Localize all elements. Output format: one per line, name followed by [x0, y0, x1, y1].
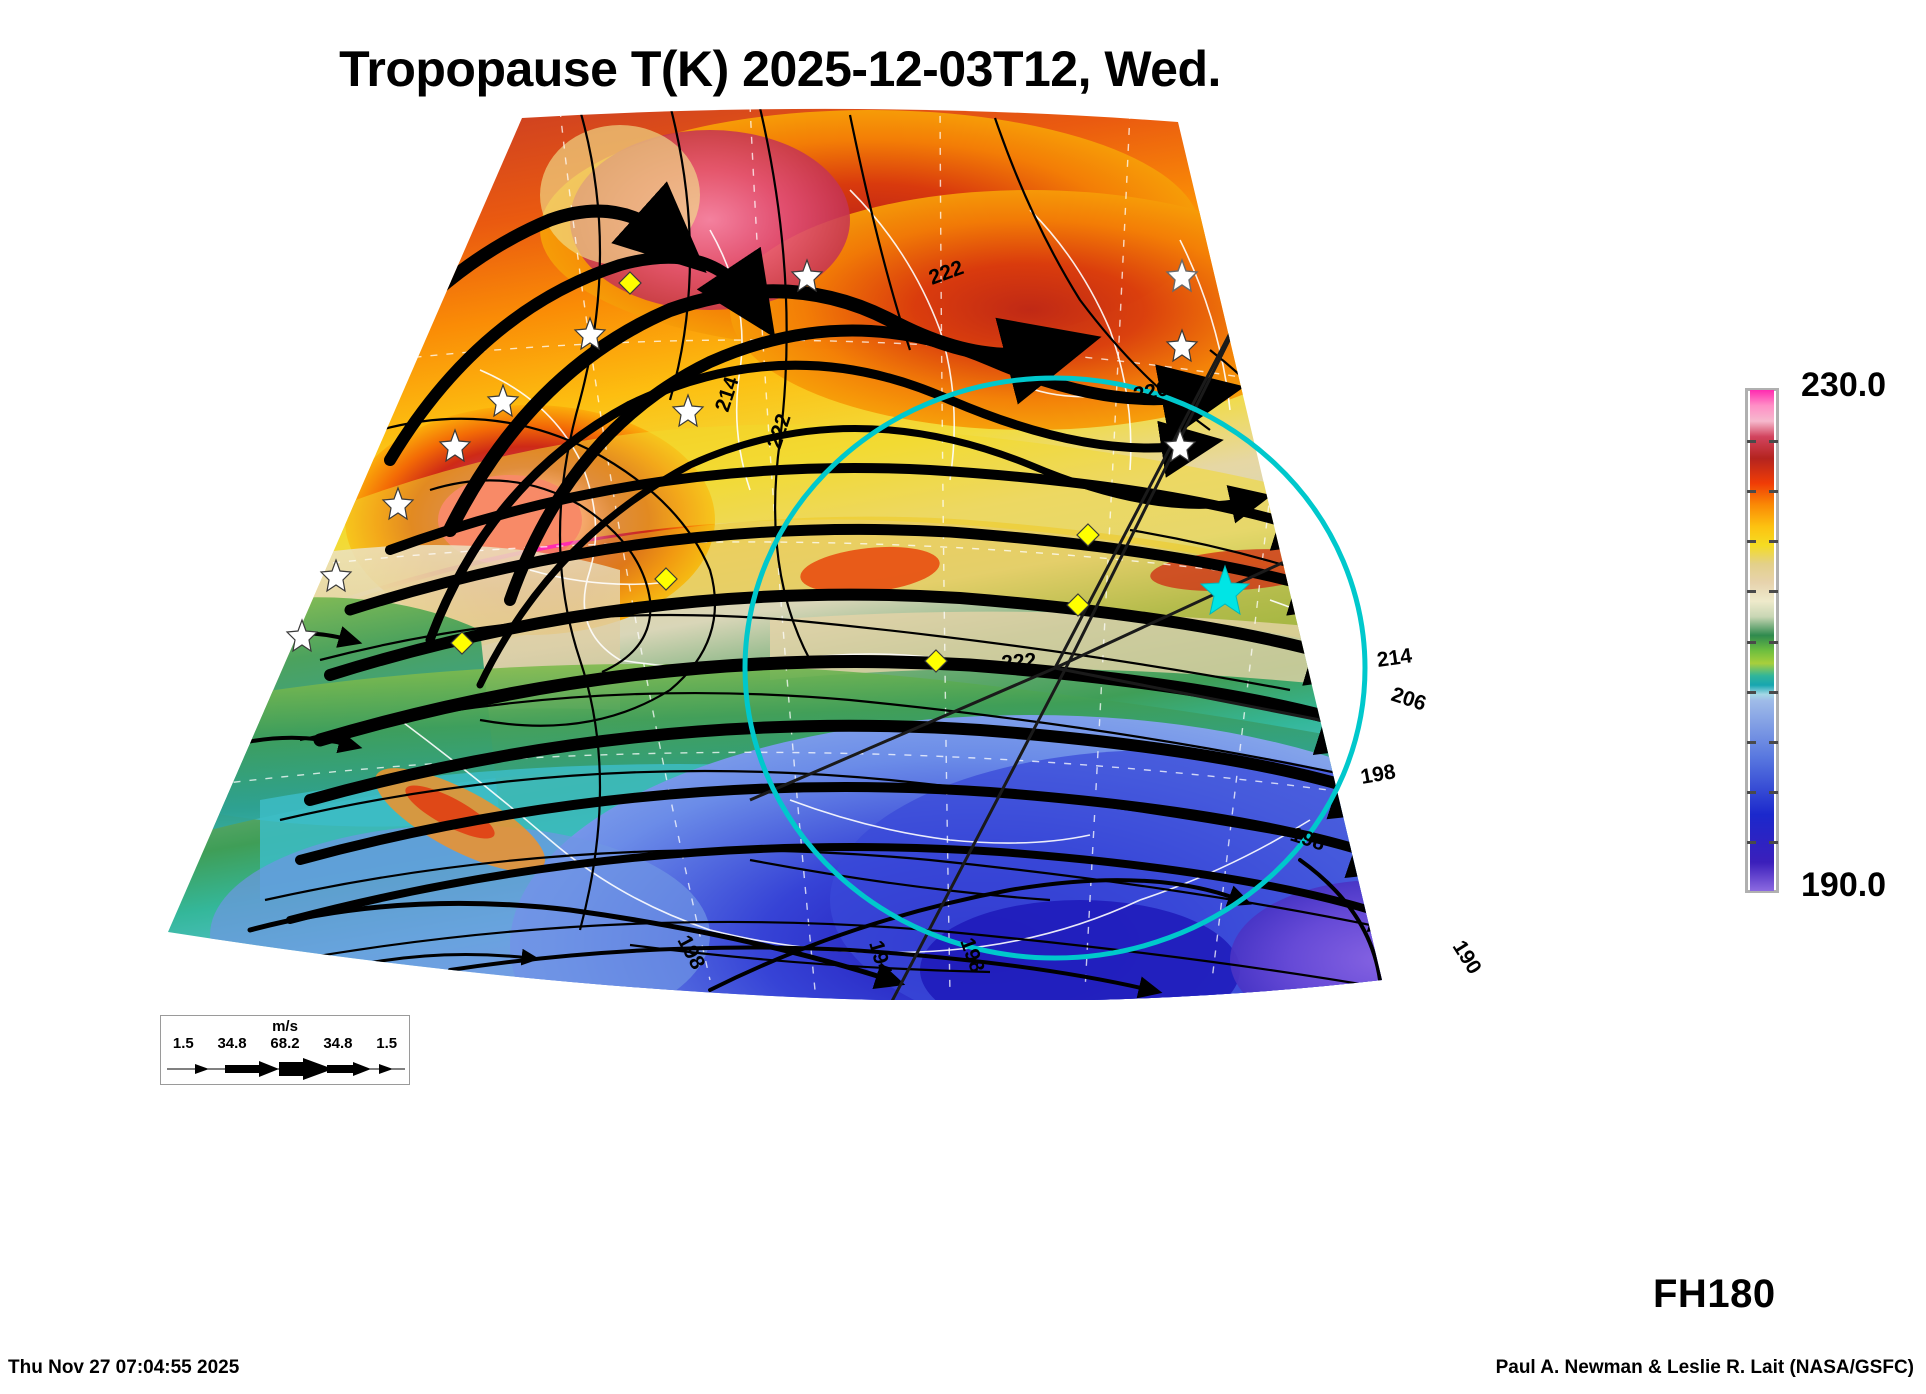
colorbar-tick: [1769, 690, 1778, 694]
range-ring: [742, 375, 1368, 961]
svg-text:222: 222: [1000, 649, 1037, 675]
colorbar-tick: [1769, 840, 1778, 844]
svg-text:206: 206: [1388, 683, 1428, 716]
wind-legend-value: 34.8: [323, 1035, 353, 1052]
svg-text:198: 198: [1359, 760, 1398, 789]
colorbar-tick: [1769, 640, 1778, 644]
author-credit: Paul A. Newman & Leslie R. Lait (NASA/GS…: [1495, 1357, 1914, 1378]
svg-text:190: 190: [1448, 936, 1486, 978]
page-title: Tropopause T(K) 2025-12-03T12, Wed.: [339, 41, 1221, 97]
wind-legend-units: m/s: [272, 1018, 298, 1035]
colorbar-tick: [1769, 740, 1778, 744]
svg-text:214: 214: [1375, 644, 1413, 672]
colorbar-max-label: 230.0: [1801, 366, 1887, 404]
colorbar-tick: [1747, 640, 1756, 644]
colorbar-tick: [1769, 440, 1778, 444]
colorbar-tick: [1747, 740, 1756, 744]
temperature-contour-fill: [168, 108, 1382, 1000]
colorbar-tick: [1747, 840, 1756, 844]
colorbar-tick: [1747, 690, 1756, 694]
colorbar-tick: [1769, 490, 1778, 494]
wind-legend-value: 34.8: [217, 1035, 247, 1052]
wind-streamlines: [188, 181, 1382, 999]
wind-legend-value: 1.5: [376, 1035, 398, 1052]
wind-legend-values: 1.5 34.8 68.2 34.8 1.5: [161, 1035, 409, 1052]
generation-timestamp: Thu Nov 27 07:04:55 2025: [8, 1357, 240, 1378]
wind-speed-legend: m/s 1.5 34.8 68.2 34.8 1.5: [160, 1015, 410, 1085]
colorbar-tick: [1747, 590, 1756, 594]
colorbar-tick: [1769, 540, 1778, 544]
colorbar-tick: [1747, 790, 1756, 794]
colorbar-tick: [1769, 790, 1778, 794]
colorbar-tick: [1769, 590, 1778, 594]
colorbar[interactable]: 230.0 190.0: [1745, 366, 1886, 904]
colorbar-tick: [1747, 540, 1756, 544]
colorbar-tick: [1747, 440, 1756, 444]
map-panel[interactable]: 222 214 222 220 222 214 206 198 198 198 …: [150, 100, 1570, 1000]
colorbar-tick: [1747, 490, 1756, 494]
wind-legend-value: 68.2: [270, 1035, 300, 1052]
forecast-hour-label: FH180: [1653, 1272, 1776, 1316]
colorbar-min-label: 190.0: [1801, 866, 1887, 904]
wind-legend-value: 1.5: [172, 1035, 194, 1052]
station-markers[interactable]: [285, 257, 1251, 673]
wind-legend-arrows: [167, 1058, 405, 1080]
